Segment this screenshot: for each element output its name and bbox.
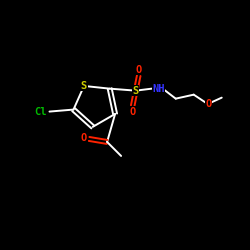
- Text: O: O: [206, 99, 212, 109]
- Text: S: S: [132, 86, 139, 96]
- Text: S: S: [81, 81, 87, 91]
- Text: O: O: [81, 133, 87, 143]
- Text: Cl: Cl: [34, 106, 47, 117]
- Text: NH: NH: [152, 84, 165, 94]
- Text: O: O: [136, 65, 142, 75]
- Text: O: O: [130, 107, 136, 117]
